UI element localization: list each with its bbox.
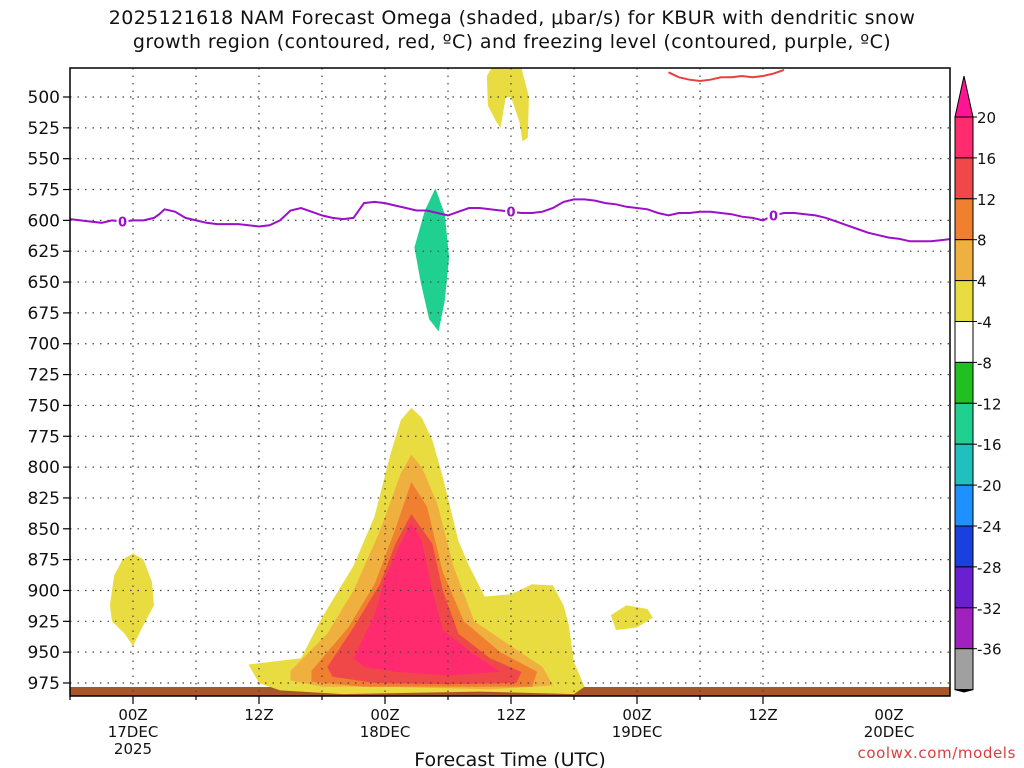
y-tick-label: 850 [28,520,60,540]
y-tick-label: 800 [28,458,60,478]
colorbar-label: -32 [977,600,1002,618]
y-tick-label: 875 [28,551,60,571]
freezing-level-label-bg [767,207,780,222]
contours: 0 0 0 [70,68,950,243]
colorbar-label: -24 [977,518,1002,536]
colorbar: 20 16 12 8 4 -4 -8 -12 -16 -20 -24 -28 -32 -36 [954,75,1002,693]
colorbar-label: -36 [977,641,1002,659]
freezing-level-label: 0 [769,209,778,224]
y-tick-label: 650 [28,273,60,293]
freezing-level-label-bg [505,203,517,218]
colorbar-swatch [954,116,974,159]
y-tick-label: 825 [28,489,60,509]
y-tick-label: 700 [28,335,60,355]
y-tick-label: 900 [28,581,60,601]
dendritic-growth-contour [668,68,785,83]
colorbar-label: 16 [977,150,996,168]
colorbar-label: -16 [977,436,1002,454]
y-tick-label: 775 [28,427,60,447]
y-tick-label: 550 [28,150,60,170]
x-tick-date: 19DEC [612,723,663,741]
y-tick-label: 625 [28,242,60,262]
chart-title: 2025121618 NAM Forecast Omega (shaded, μ… [0,6,1024,54]
chart-title-line-2: growth region (contoured, red, ºC) and f… [132,31,892,53]
plot-frame [69,67,951,697]
y-tick-label: 525 [28,119,60,139]
colorbar-label: -28 [977,559,1002,577]
y-tick-label: 500 [28,88,60,108]
freezing-level-label: 0 [506,206,515,221]
colorbar-bottom-arrow [954,689,974,693]
omega-shading [70,68,950,696]
chart-title-line-1: 2025121618 NAM Forecast Omega (shaded, μ… [108,7,916,29]
y-tick-label: 675 [28,304,60,324]
terrain-bump [114,692,795,696]
colorbar-swatch [954,198,974,241]
x-tick-label: 12Z [748,706,777,724]
omega-blob-west [109,553,154,646]
x-tick-label: 12Z [496,706,525,724]
y-tick-label: 975 [28,674,60,694]
colorbar-label: -4 [977,314,992,332]
x-tick-date: 18DEC [360,723,411,741]
colorbar-swatch [954,157,974,200]
x-tick-year: 2025 [114,740,152,758]
x-tick-label: 00Z [622,706,651,724]
colorbar-swatch [954,648,974,691]
colorbar-top-arrow [954,75,974,118]
omega-blob-upper [486,68,529,142]
y-tick-label: 950 [28,643,60,663]
x-tick-label: 00Z [370,706,399,724]
freezing-level-label-bg [116,213,129,228]
y-tick-label: 725 [28,366,60,386]
x-axis-label: Forecast Time (UTC) [414,749,605,768]
y-tick-label: 750 [28,396,60,416]
y-axis: 500 525 550 575 600 625 650 675 700 725 750 775 800 8… [28,88,70,694]
omega-minus-4-blob-east [765,547,781,581]
x-tick-label: 00Z [118,706,147,724]
omega-blob-east [610,605,653,630]
colorbar-swatch [954,525,974,568]
colorbar-swatch [954,361,974,404]
colorbar-swatch [954,402,974,445]
y-tick-label: 575 [28,181,60,201]
omega-plus-20-region [353,522,501,676]
colorbar-swatch [954,239,974,282]
colorbar-swatch [954,443,974,486]
colorbar-swatch [954,566,974,609]
colorbar-label: 12 [977,191,996,209]
omega-minus-12-region [414,188,450,332]
colorbar-swatch [954,321,974,363]
credit-text: coolwx.com/models [857,744,1016,762]
colorbar-label: 4 [977,273,987,291]
colorbar-label: 20 [977,109,996,127]
plot-area: 0 0 0 [70,68,950,696]
x-tick-label: 00Z [874,706,903,724]
x-tick-label: 12Z [244,706,273,724]
x-tick-date: 20DEC [864,723,915,741]
colorbar-label: -20 [977,477,1002,495]
colorbar-swatch [954,607,974,650]
freezing-level-label: 0 [118,216,127,231]
x-tick-date: 17DEC [108,723,159,741]
colorbar-label: -12 [977,395,1002,413]
y-tick-label: 600 [28,211,60,231]
y-tick-label: 925 [28,612,60,632]
colorbar-swatch [954,280,974,323]
colorbar-label: -8 [977,354,992,372]
colorbar-swatch [954,484,974,527]
colorbar-label: 8 [977,232,987,250]
